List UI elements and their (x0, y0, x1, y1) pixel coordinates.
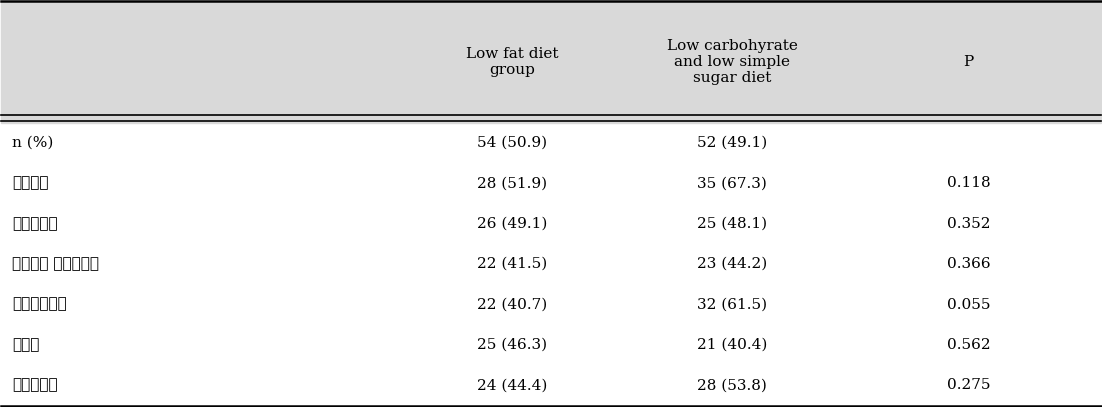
Text: 0.275: 0.275 (947, 379, 991, 392)
Text: 0.118: 0.118 (947, 176, 991, 190)
Text: 0.352: 0.352 (947, 217, 991, 231)
Text: 22 (40.7): 22 (40.7) (477, 298, 548, 311)
Text: 26 (49.1): 26 (49.1) (477, 217, 548, 231)
Text: 고혁압: 고혁압 (12, 338, 40, 352)
Text: 0.055: 0.055 (947, 298, 991, 311)
Text: 공복혁당이상: 공복혁당이상 (12, 298, 67, 311)
Text: 35 (67.3): 35 (67.3) (698, 176, 767, 190)
Text: 복부비만: 복부비만 (12, 176, 48, 190)
Text: 54 (50.9): 54 (50.9) (477, 136, 548, 150)
Text: 22 (41.5): 22 (41.5) (477, 257, 548, 271)
Text: Low carbohyrate
and low simple
sugar diet: Low carbohyrate and low simple sugar die… (667, 39, 798, 85)
Text: 23 (44.2): 23 (44.2) (698, 257, 767, 271)
Text: 52 (49.1): 52 (49.1) (698, 136, 767, 150)
Text: 32 (61.5): 32 (61.5) (698, 298, 767, 311)
Text: n (%): n (%) (12, 136, 54, 150)
Text: 대사증후군: 대사증후군 (12, 379, 58, 392)
Text: Low fat diet
group: Low fat diet group (466, 47, 559, 77)
Text: 28 (51.9): 28 (51.9) (477, 176, 548, 190)
Text: 24 (44.4): 24 (44.4) (477, 379, 548, 392)
Text: 25 (46.3): 25 (46.3) (477, 338, 548, 352)
Text: 저고밀도 콜레스테롤: 저고밀도 콜레스테롤 (12, 257, 99, 271)
Text: 28 (53.8): 28 (53.8) (698, 379, 767, 392)
Bar (1, 1, 1101, 123)
Text: P: P (963, 55, 974, 69)
Text: 0.366: 0.366 (947, 257, 991, 271)
Text: 25 (48.1): 25 (48.1) (698, 217, 767, 231)
Text: 0.562: 0.562 (947, 338, 991, 352)
Text: 고중성지방: 고중성지방 (12, 217, 58, 231)
Text: 21 (40.4): 21 (40.4) (698, 338, 768, 352)
